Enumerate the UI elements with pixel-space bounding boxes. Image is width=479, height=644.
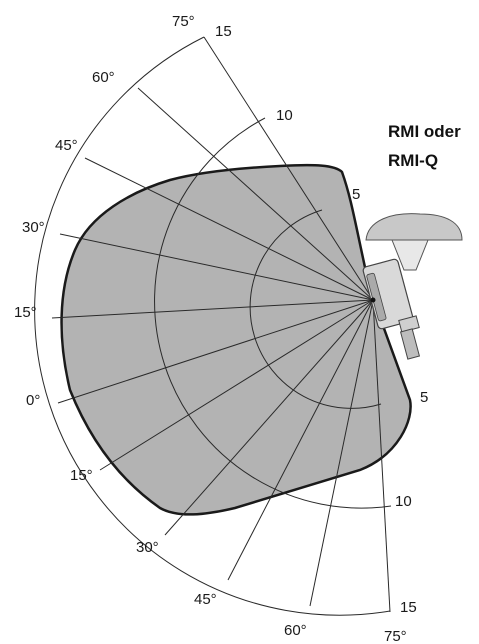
range-label-lower-10: 10 xyxy=(395,493,412,510)
angle-label-center-0: 0° xyxy=(26,392,40,409)
angle-label-upper-15: 15° xyxy=(14,304,37,321)
range-label-upper-5: 5 xyxy=(352,186,360,203)
angle-label-upper-45: 45° xyxy=(55,137,78,154)
sensor-device xyxy=(362,213,463,360)
ray-upper-15 xyxy=(51,299,374,319)
range-label-lower-15: 15 xyxy=(400,599,417,616)
sensor-center-point xyxy=(370,297,376,303)
title-line-1: RMI oder xyxy=(388,122,461,141)
ray-upper-60 xyxy=(137,87,374,301)
angle-label-lower-30: 30° xyxy=(136,539,159,556)
coverage-area xyxy=(60,163,412,516)
angle-label-lower-15: 15° xyxy=(70,467,93,484)
ray-center-0 xyxy=(57,299,374,404)
angle-label-upper-60: 60° xyxy=(92,69,115,86)
title-line-2: RMI-Q xyxy=(388,151,438,170)
range-label-upper-10: 10 xyxy=(276,107,293,124)
range-label-lower-5: 5 xyxy=(420,389,428,406)
angle-label-upper-75: 75° xyxy=(172,13,195,30)
ray-upper-45 xyxy=(84,157,374,301)
mount-cap xyxy=(365,213,463,241)
angle-rays xyxy=(51,36,391,613)
ray-lower-45 xyxy=(227,299,374,581)
mount-bracket xyxy=(391,239,429,271)
range-arc-15 xyxy=(34,36,391,616)
ray-lower-15 xyxy=(99,299,374,471)
angle-label-upper-30: 30° xyxy=(22,219,45,236)
range-arcs xyxy=(34,36,392,616)
ray-lower-60 xyxy=(309,299,374,607)
ray-upper-75 xyxy=(203,36,374,301)
range-arc-5 xyxy=(249,209,382,409)
angle-label-lower-45: 45° xyxy=(194,591,217,608)
ray-lower-30 xyxy=(164,299,374,536)
angle-label-lower-60: 60° xyxy=(284,622,307,639)
range-arc-10 xyxy=(154,117,392,509)
range-label-upper-15: 15 xyxy=(215,23,232,40)
angle-label-lower-75: 75° xyxy=(384,628,407,644)
sensor-housing xyxy=(362,258,414,330)
ray-lower-75 xyxy=(372,299,391,613)
ray-upper-30 xyxy=(59,233,374,301)
sensor-connector xyxy=(399,328,421,360)
